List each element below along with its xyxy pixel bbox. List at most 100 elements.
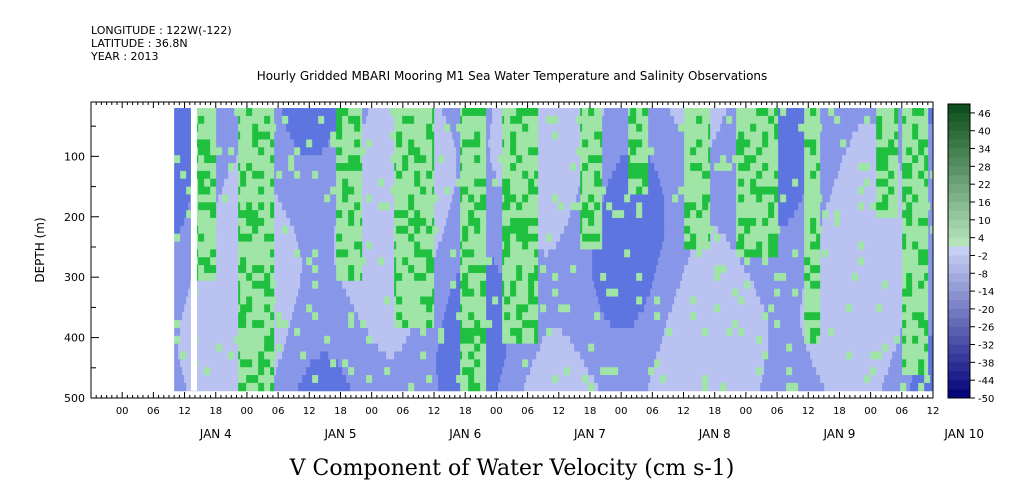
heatmap-cell [392, 320, 395, 329]
heatmap-cell [344, 210, 347, 219]
heatmap-cell [356, 320, 359, 329]
heatmap-cell [178, 351, 181, 360]
heatmap-cell [368, 249, 371, 258]
heatmap-cell [402, 296, 405, 305]
heatmap-cell [322, 335, 325, 345]
heatmap-cell [270, 320, 273, 329]
heatmap-cell [380, 375, 383, 384]
heatmap-cell [236, 296, 239, 305]
heatmap-cell [288, 257, 291, 266]
heatmap-cell [366, 123, 369, 133]
heatmap-cell [346, 320, 349, 329]
heatmap-cell [202, 272, 205, 282]
heatmap-cell [324, 304, 327, 313]
heatmap-cell [296, 217, 299, 227]
heatmap-cell [428, 210, 431, 219]
heatmap-cell [322, 288, 325, 298]
heatmap-cell [198, 241, 201, 250]
heatmap-cell [272, 343, 275, 352]
heatmap-cell [174, 194, 177, 203]
heatmap-cell [288, 280, 291, 290]
heatmap-cell [186, 115, 189, 125]
heatmap-cell [352, 170, 355, 180]
heatmap-cell [376, 367, 379, 376]
heatmap-cell [182, 147, 185, 156]
heatmap-cell [330, 210, 333, 219]
heatmap-cell [316, 382, 319, 392]
heatmap-cell [416, 217, 419, 227]
heatmap-cell [402, 249, 405, 258]
heatmap-cell [440, 123, 443, 133]
heatmap-cell [196, 280, 199, 290]
heatmap-cell [266, 210, 269, 219]
heatmap-cell [424, 382, 427, 392]
heatmap-cell [220, 217, 223, 227]
heatmap-cell [314, 351, 317, 360]
heatmap-cell [328, 241, 331, 250]
heatmap-cell [180, 320, 183, 329]
heatmap-cell [426, 147, 429, 156]
heatmap-cell [184, 155, 187, 164]
heatmap-cell [204, 210, 207, 219]
heatmap-cell [368, 155, 371, 164]
heatmap-cell [416, 233, 419, 243]
heatmap-cell [224, 147, 227, 156]
heatmap-cell [228, 163, 231, 172]
heatmap-cell [450, 272, 453, 282]
heatmap-cell [380, 233, 383, 243]
heatmap-cell [426, 272, 429, 282]
heatmap-cell [282, 108, 285, 117]
heatmap-cell [176, 233, 179, 243]
heatmap-cell [248, 375, 251, 384]
heatmap-cell [182, 186, 185, 195]
heatmap-cell [200, 115, 203, 125]
heatmap-cell [370, 163, 373, 172]
heatmap-cell [264, 178, 267, 188]
heatmap-cell [296, 296, 299, 305]
heatmap-cell [382, 170, 385, 180]
heatmap-cell [420, 288, 423, 298]
heatmap-cell [304, 233, 307, 243]
heatmap-cell [260, 272, 263, 282]
heatmap-cell [274, 265, 277, 274]
heatmap-cell [340, 210, 343, 219]
heatmap-cell [410, 225, 413, 235]
heatmap-cell [362, 304, 365, 313]
heatmap-cell [320, 375, 323, 384]
heatmap-cell [284, 304, 287, 313]
heatmap-cell [346, 178, 349, 188]
heatmap-cell [244, 147, 247, 156]
heatmap-cell [338, 108, 341, 117]
heatmap-cell [180, 194, 183, 203]
heatmap-cell [184, 123, 187, 133]
heatmap-cell [248, 178, 251, 188]
heatmap-cell [406, 210, 409, 219]
heatmap-cell [200, 367, 203, 376]
heatmap-cell [226, 123, 229, 133]
heatmap-cell [408, 123, 411, 133]
heatmap-cell [324, 115, 327, 125]
heatmap-cell [254, 108, 257, 117]
heatmap-cell [234, 225, 237, 235]
heatmap-cell [450, 249, 453, 258]
heatmap-cell [178, 288, 181, 298]
heatmap-cell [180, 163, 183, 172]
heatmap-cell [248, 194, 251, 203]
heatmap-cell [374, 225, 377, 235]
heatmap-cell [248, 249, 251, 258]
heatmap-cell [196, 163, 199, 172]
heatmap-cell [228, 155, 231, 164]
heatmap-cell [296, 108, 299, 117]
heatmap-cell [260, 155, 263, 164]
heatmap-cell [298, 296, 301, 305]
heatmap-cell [440, 147, 443, 156]
heatmap-cell [302, 280, 305, 290]
heatmap-cell [402, 170, 405, 180]
heatmap-cell [250, 343, 253, 352]
heatmap-cell [234, 147, 237, 156]
heatmap-cell [316, 217, 319, 227]
heatmap-cell [360, 186, 363, 195]
heatmap-cell [310, 312, 313, 321]
heatmap-cell [324, 194, 327, 203]
heatmap-cell [388, 288, 391, 298]
